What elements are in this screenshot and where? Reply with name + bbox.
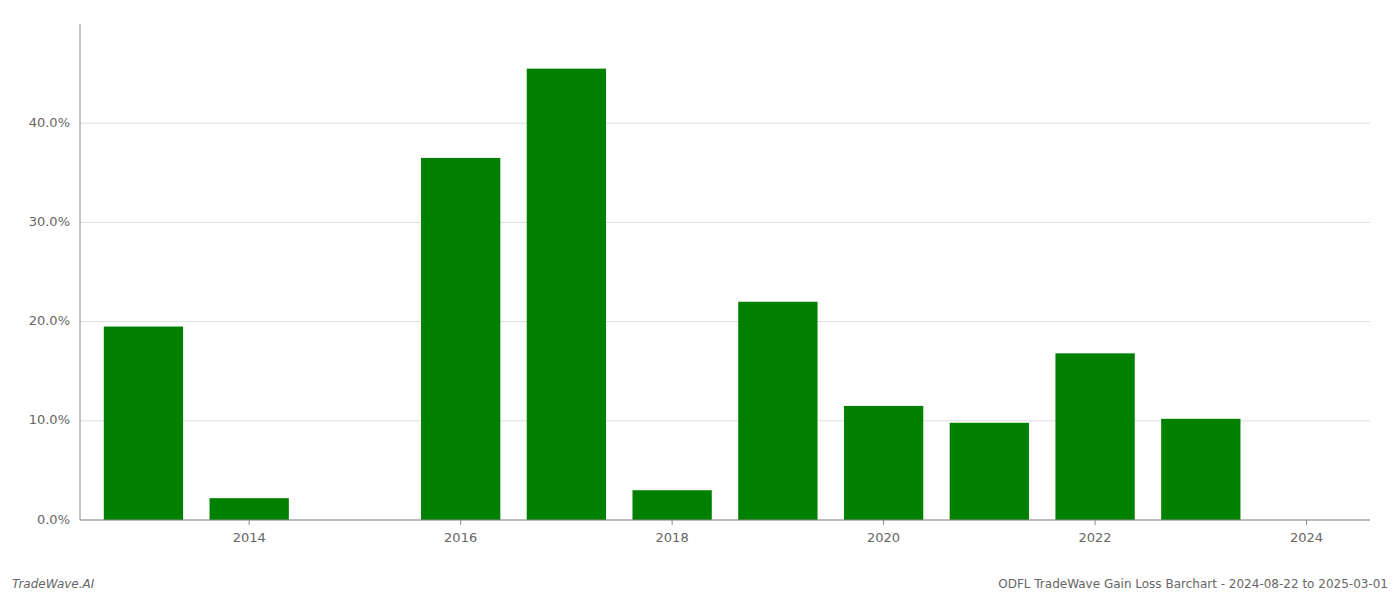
bar [421,158,500,520]
x-tick [1306,520,1307,525]
grid-line [80,222,1370,223]
bar [738,302,817,520]
bar [1161,419,1240,520]
y-axis-line [80,24,81,520]
y-tick-label: 40.0% [29,115,70,130]
bars [104,69,1241,520]
chart-container: 0.0% 10.0% 20.0% 30.0% 40.0% 2014 2016 2018 2020… [0,0,1400,600]
x-axis-line [80,520,1370,521]
footer-text: TradeWave.AI [12,577,95,591]
y-tick-labels: 0.0% 10.0% 20.0% 30.0% 40.0% [29,115,70,527]
y-tick-label: 10.0% [29,412,70,427]
chart-svg: 0.0% 10.0% 20.0% 30.0% 40.0% 2014 2016 2018 2020… [0,0,1400,600]
y-tick-label: 20.0% [29,313,70,328]
x-tick [883,520,884,525]
x-tick-label: 2020 [867,530,900,545]
x-tick [672,520,673,525]
x-tick [460,520,461,525]
x-tick-label: 2018 [656,530,689,545]
x-tick-label: 2016 [444,530,477,545]
x-tick [1095,520,1096,525]
x-tick-label: 2022 [1079,530,1112,545]
x-tick [249,520,250,525]
grid-line [80,520,1370,521]
bar [632,490,711,520]
bar [210,498,289,520]
grid-line [80,123,1370,124]
bar [844,406,923,520]
bar [950,423,1029,520]
bar [1055,353,1134,520]
bar [527,69,606,520]
x-tick-label: 2024 [1290,530,1323,545]
bar [104,327,183,520]
y-grid [80,123,1370,520]
x-tick-label: 2014 [233,530,266,545]
y-tick-label: 30.0% [29,214,70,229]
grid-line [80,321,1370,322]
footer-text: ODFL TradeWave Gain Loss Barchart - 2024… [998,577,1388,591]
x-ticks: 2014 2016 2018 2020 2022 2024 [233,520,1323,545]
y-tick-label: 0.0% [37,512,70,527]
